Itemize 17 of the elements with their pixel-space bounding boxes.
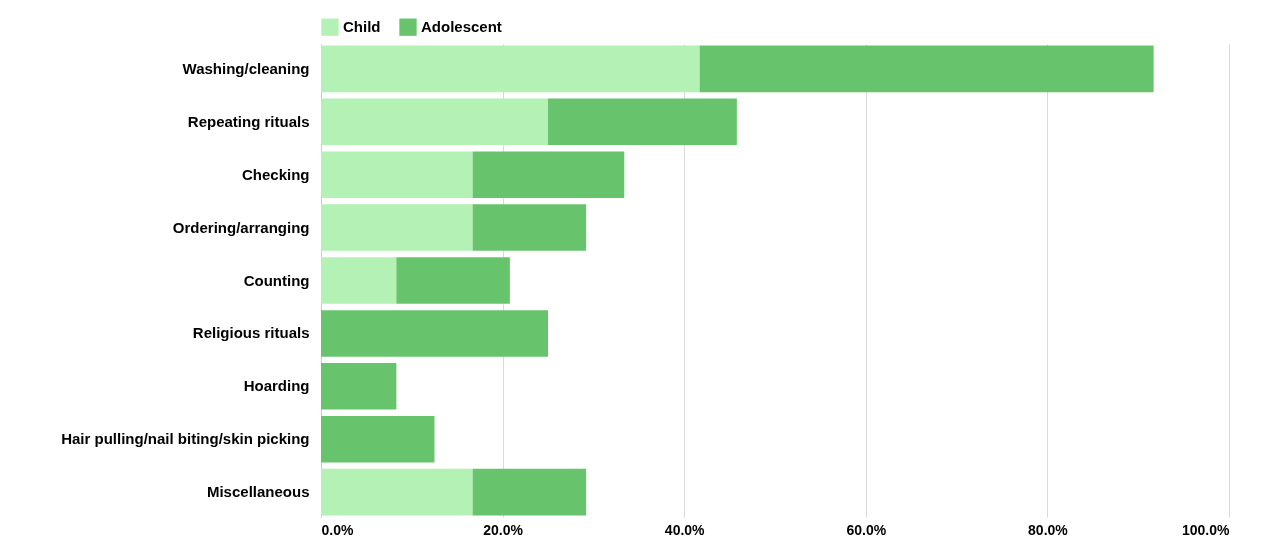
legend-label: Child <box>343 18 381 36</box>
x-tick-label: 0.0% <box>321 521 354 538</box>
x-tick-label: 20.0% <box>483 521 524 538</box>
x-tick-label: 40.0% <box>664 521 706 538</box>
y-tick-label: Ordering/arranging <box>172 218 310 236</box>
y-tick-label: Checking <box>241 165 310 183</box>
x-tick-label: 80.0% <box>1028 521 1069 538</box>
legend-label: Adolescent <box>421 18 502 36</box>
y-tick-label: Washing/cleaning <box>182 59 310 77</box>
y-tick-label: Hoarding <box>243 377 310 395</box>
y-tick-label: Hair pulling/nail biting/skin picking <box>61 430 310 448</box>
y-tick-label: Miscellaneous <box>206 483 310 501</box>
y-tick-label: Counting <box>243 271 310 289</box>
y-tick-label: Religious rituals <box>192 324 310 342</box>
x-tick-label: 60.0% <box>846 521 887 538</box>
y-tick-label: Repeating rituals <box>187 112 310 130</box>
x-tick-label: 100.0% <box>1182 521 1231 538</box>
